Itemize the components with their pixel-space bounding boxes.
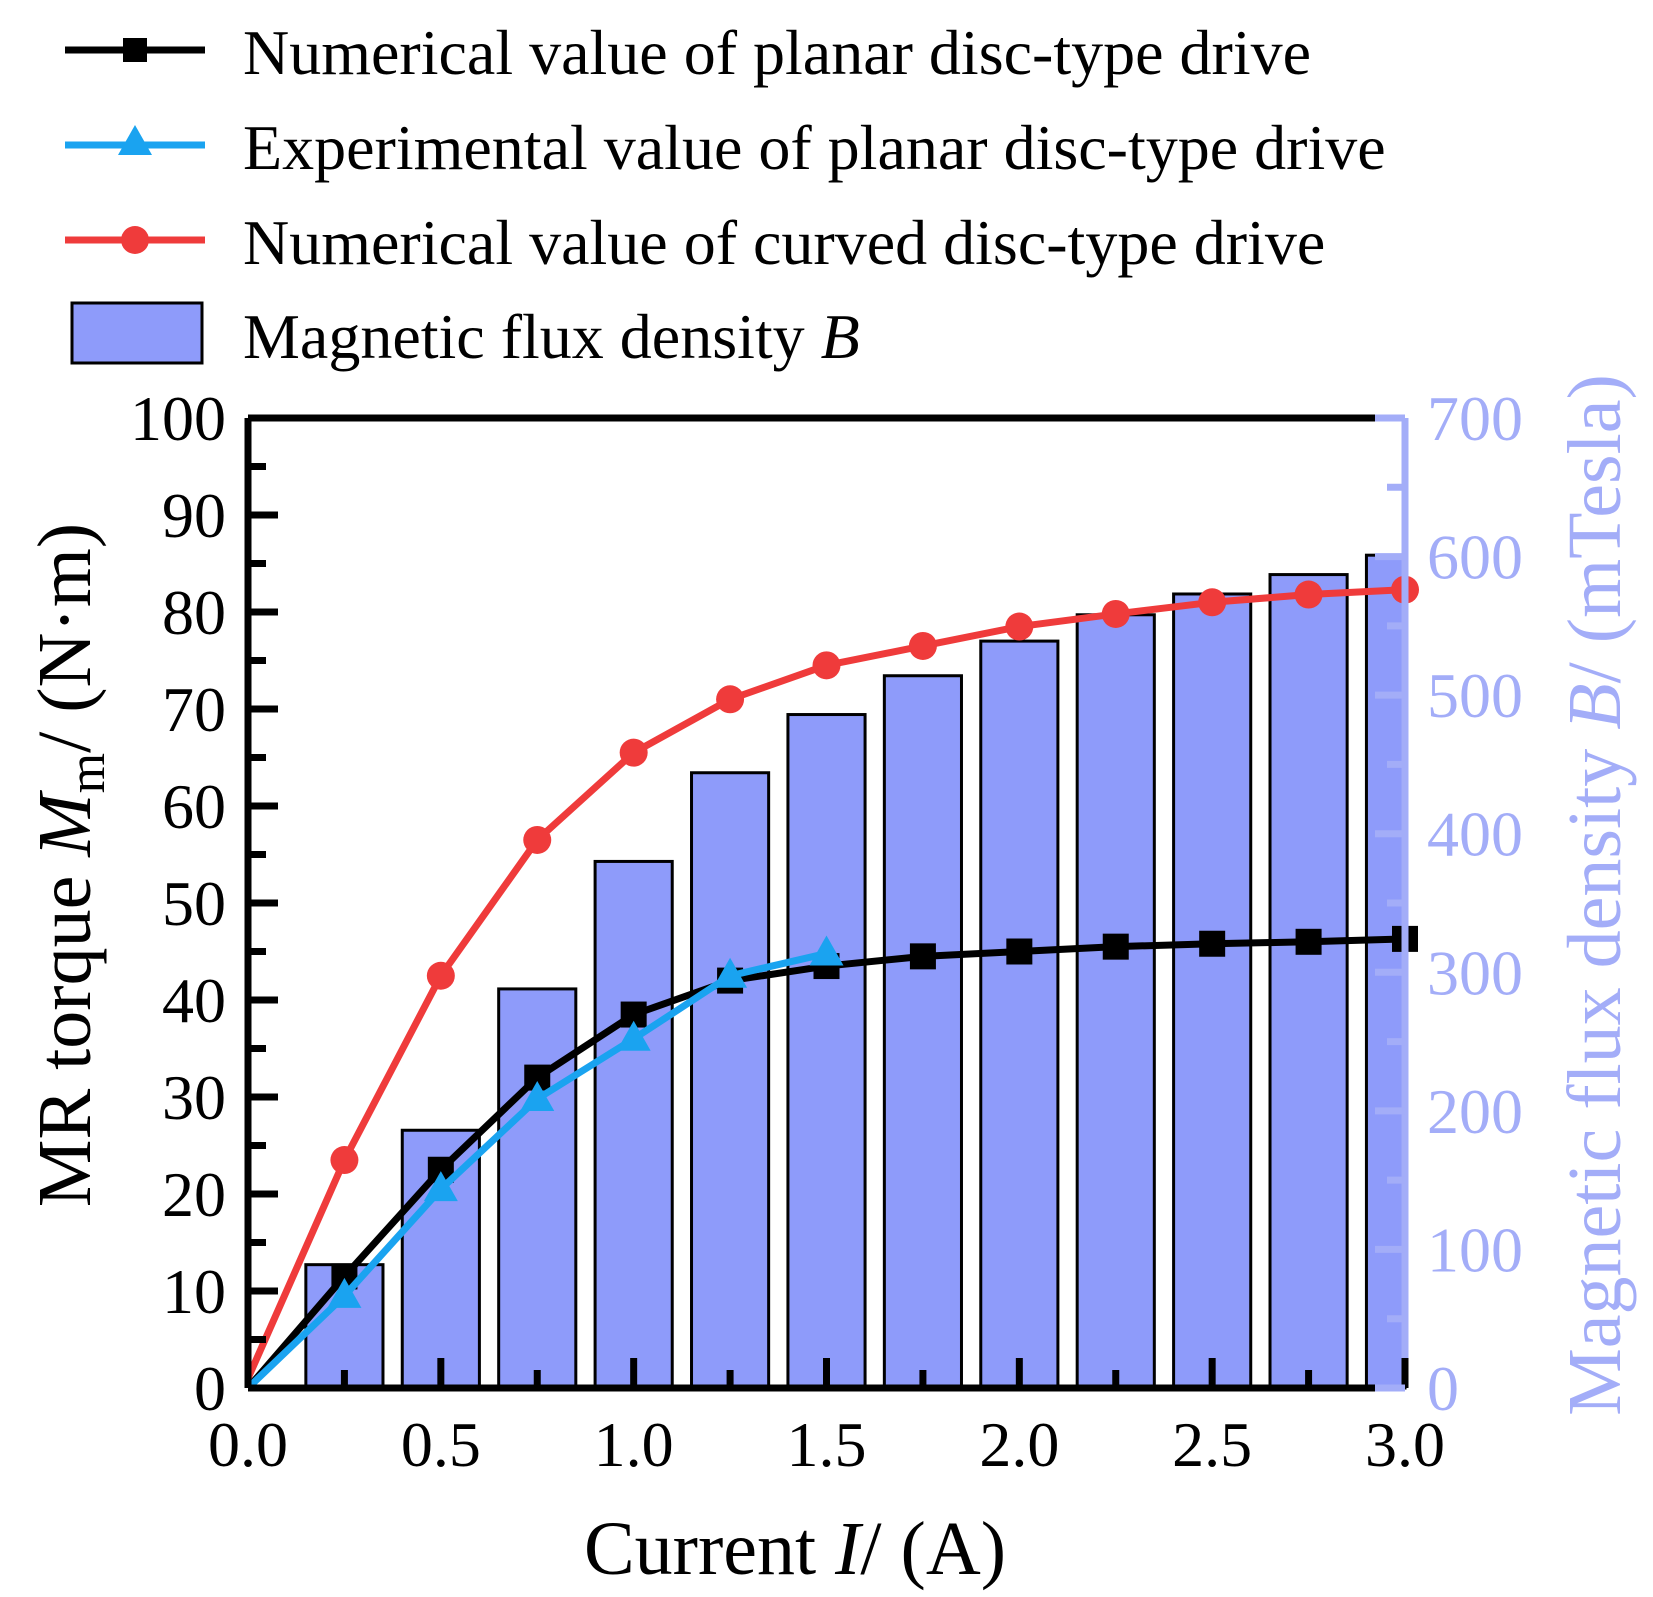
bar-3 [593,859,674,1390]
y-tick-label-9: 90 [162,480,226,551]
y2-tick-label-3: 300 [1427,937,1523,1008]
series-2-point-1 [330,1146,359,1175]
legend-marker-circle [121,226,149,254]
x-axis-label: Current I/ (A) [584,1507,1006,1591]
y-tick-label-6: 60 [162,771,226,842]
legend-item-flux-density: Magnetic flux density B [70,301,860,372]
legend-label-flux-density: Magnetic flux density B [243,301,860,372]
series-0-point-7 [909,943,936,970]
bars-layer [304,553,1407,1390]
series-1-point-2 [423,1171,458,1202]
x-tick-label-5: 2.5 [1172,1409,1252,1480]
legend-marker-triangle [118,125,152,155]
x-tick-label-3: 1.5 [787,1409,867,1480]
series-2-point-2 [426,961,455,990]
x-tick-label-4: 2.0 [979,1409,1059,1480]
legend-bar-swatch [70,301,204,365]
bar-9 [1172,592,1253,1390]
series-2-point-6 [812,651,841,680]
legend-item-experimental-planar: Experimental value of planar disc-type d… [65,112,1386,183]
legend-label-experimental-planar: Experimental value of planar disc-type d… [243,112,1386,183]
legend-label-numerical-planar: Numerical value of planar disc-type driv… [243,17,1311,88]
lines-layer [244,575,1419,1391]
series-1-point-5 [713,957,748,988]
series-2-point-11 [1294,580,1323,609]
series-0-point-9 [1102,933,1129,960]
y2-tick-label-5: 500 [1427,660,1523,731]
legend-item-numerical-planar: Numerical value of planar disc-type driv… [65,17,1311,88]
y-tick-label-3: 30 [162,1062,226,1133]
series-0-point-8 [1006,938,1033,965]
y2-tick-label-6: 600 [1427,522,1523,593]
y-axis-label: MR torque Mm/ (N·m) [23,523,116,1207]
x-tick-label-6: 3.0 [1365,1409,1445,1480]
y-tick-label-10: 100 [130,383,226,454]
y-tick-label-5: 50 [162,868,226,939]
y2-axis-label: Magnetic flux density B/ (mTesla) [1553,374,1637,1416]
bar-2 [497,987,578,1390]
bar-8 [1075,613,1156,1390]
y-tick-label-7: 70 [162,674,226,745]
bar-7 [979,639,1060,1390]
series-1-point-1 [327,1277,362,1308]
x-tick-label-1: 0.5 [401,1409,481,1480]
series-2-point-9 [1101,599,1130,628]
bar-6 [882,674,963,1390]
series-1-point-3 [520,1080,555,1111]
legend-marker-square [123,38,147,62]
y-tick-label-8: 80 [162,577,226,648]
bar-10 [1268,573,1349,1390]
series-0-point-11 [1295,928,1322,955]
bar-4 [690,771,771,1390]
legend: Numerical value of planar disc-type driv… [65,17,1386,372]
y2-tick-label-0: 0 [1427,1353,1459,1424]
legend-item-numerical-curved: Numerical value of curved disc-type driv… [65,207,1325,278]
series-2-point-3 [523,825,552,854]
x-tick-label-2: 1.0 [594,1409,674,1480]
series-2-point-7 [908,631,937,660]
y-tick-label-1: 10 [162,1256,226,1327]
axis-ticks: 0.0 0.5 1.0 1.5 2.0 2.5 3.00102030405060708090… [130,383,1523,1480]
y-tick-label-2: 20 [162,1159,226,1230]
bar-5 [786,713,867,1390]
series-1-point-6 [809,935,844,966]
y2-tick-label-4: 400 [1427,799,1523,870]
y2-tick-label-2: 200 [1427,1076,1523,1147]
series-2-point-5 [716,685,745,714]
y2-tick-label-1: 100 [1427,1214,1523,1285]
y2-tick-label-7: 700 [1427,383,1523,454]
series-2-point-8 [1005,612,1034,641]
legend-label-numerical-curved: Numerical value of curved disc-type driv… [243,207,1325,278]
y-tick-label-0: 0 [194,1353,226,1424]
y-tick-label-4: 40 [162,965,226,1036]
series-0-point-10 [1199,930,1226,957]
x-tick-label-0: 0.0 [208,1409,288,1480]
series-2-point-4 [619,738,648,767]
series-1-point-4 [616,1020,651,1051]
series-2-point-10 [1198,588,1227,617]
